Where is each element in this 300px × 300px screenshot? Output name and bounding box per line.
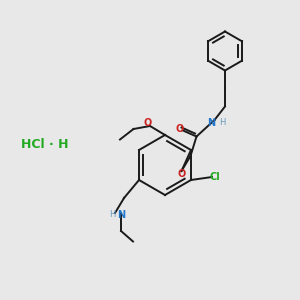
Text: O: O bbox=[175, 124, 184, 134]
Text: H: H bbox=[219, 118, 225, 127]
Text: N: N bbox=[117, 209, 125, 220]
Text: Cl: Cl bbox=[210, 172, 220, 182]
Text: H: H bbox=[109, 210, 115, 219]
Text: HCl · H: HCl · H bbox=[21, 137, 69, 151]
Text: O: O bbox=[143, 118, 152, 128]
Text: N: N bbox=[207, 118, 215, 128]
Text: O: O bbox=[177, 169, 186, 179]
